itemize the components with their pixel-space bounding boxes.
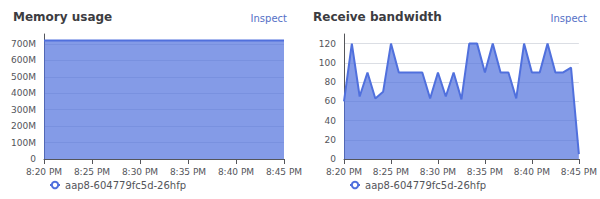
svg-text:Inspect: Inspect [251, 13, 287, 24]
svg-text:40: 40 [325, 116, 337, 126]
svg-text:aap8-604779fc5d-26hfp: aap8-604779fc5d-26hfp [65, 180, 186, 191]
svg-text:8:35 PM: 8:35 PM [467, 167, 503, 177]
svg-text:Memory usage: Memory usage [13, 10, 112, 24]
svg-text:400M: 400M [11, 88, 36, 98]
svg-text:100: 100 [319, 58, 336, 68]
svg-text:8:35 PM: 8:35 PM [170, 167, 206, 177]
svg-text:Receive bandwidth: Receive bandwidth [313, 10, 442, 24]
svg-text:8:40 PM: 8:40 PM [218, 167, 254, 177]
svg-text:60: 60 [325, 96, 337, 106]
svg-text:700M: 700M [11, 39, 36, 49]
svg-text:300M: 300M [11, 105, 36, 115]
svg-text:120: 120 [319, 39, 336, 49]
svg-text:8:25 PM: 8:25 PM [373, 167, 409, 177]
svg-text:8:45 PM: 8:45 PM [266, 167, 302, 177]
svg-text:80: 80 [325, 77, 337, 87]
svg-text:Inspect: Inspect [551, 13, 587, 24]
svg-text:8:45 PM: 8:45 PM [561, 167, 597, 177]
svg-text:100M: 100M [11, 138, 36, 148]
svg-text:8:30 PM: 8:30 PM [420, 167, 456, 177]
svg-text:aap8-604779fc5d-26hfp: aap8-604779fc5d-26hfp [365, 180, 486, 191]
svg-text:600M: 600M [11, 55, 36, 65]
svg-text:0: 0 [30, 154, 36, 164]
svg-text:8:20 PM: 8:20 PM [326, 167, 362, 177]
svg-text:8:30 PM: 8:30 PM [122, 167, 158, 177]
svg-text:8:40 PM: 8:40 PM [514, 167, 550, 177]
svg-text:8:25 PM: 8:25 PM [74, 167, 110, 177]
svg-text:8:20 PM: 8:20 PM [26, 167, 62, 177]
svg-text:200M: 200M [11, 121, 36, 131]
svg-text:0: 0 [330, 154, 336, 164]
svg-text:500M: 500M [11, 72, 36, 82]
svg-text:20: 20 [325, 135, 337, 145]
